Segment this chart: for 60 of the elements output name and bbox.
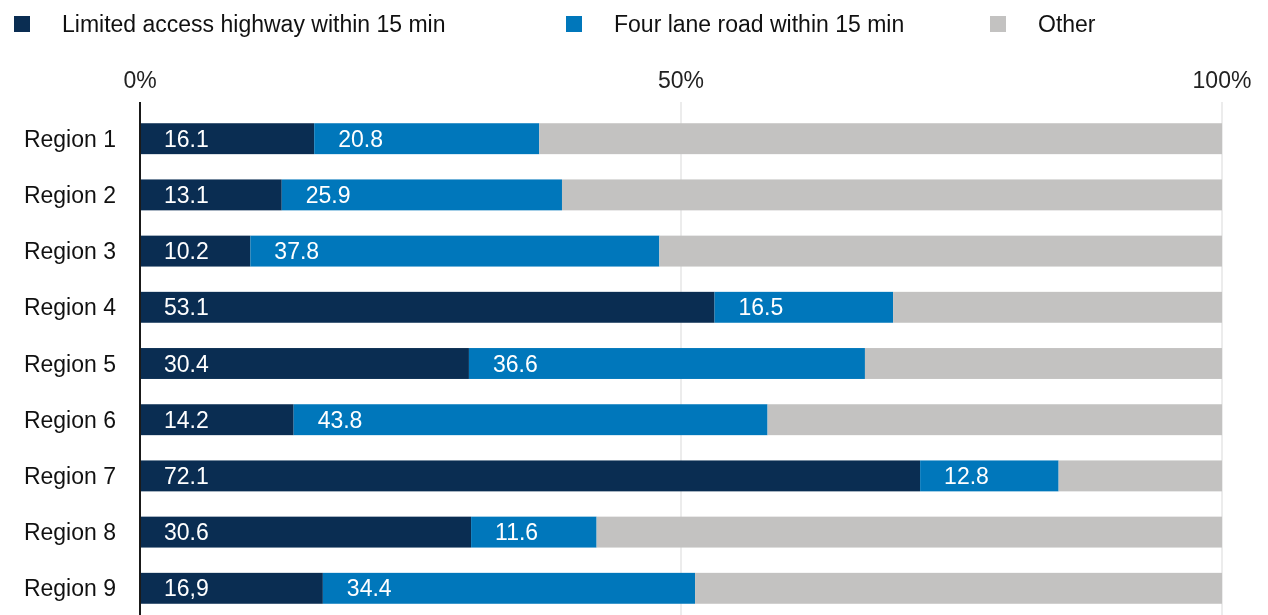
legend-label: Limited access highway within 15 min xyxy=(62,11,446,38)
x-tick-label: 50% xyxy=(657,67,705,93)
bar xyxy=(140,572,323,604)
data-label: 16.1 xyxy=(164,125,209,152)
data-label: 53.1 xyxy=(164,294,209,321)
bar xyxy=(561,179,1222,211)
data-label: 30.4 xyxy=(164,350,209,377)
data-label: 11.6 xyxy=(495,519,539,546)
bar xyxy=(596,516,1222,548)
bar xyxy=(293,404,768,436)
bar xyxy=(140,291,715,323)
data-label: 20.8 xyxy=(338,125,383,152)
bar xyxy=(471,516,597,548)
bar xyxy=(140,516,472,548)
bar xyxy=(695,572,1222,604)
legend-label: Four lane road within 15 min xyxy=(614,11,905,38)
bar xyxy=(864,348,1222,379)
x-tick-label: 0% xyxy=(123,67,157,93)
bar xyxy=(767,404,1222,436)
y-tick-label: Region 2 xyxy=(23,181,116,208)
data-label: 43.8 xyxy=(317,406,363,433)
bar xyxy=(322,572,696,604)
y-tick-label: Region 8 xyxy=(23,519,116,546)
data-label: 14.2 xyxy=(164,406,209,433)
bar xyxy=(140,460,921,492)
bar xyxy=(140,348,469,379)
y-tick-label: Region 1 xyxy=(23,125,116,152)
data-label: 72.1 xyxy=(164,462,209,489)
data-label: 37.8 xyxy=(274,238,320,265)
bar xyxy=(659,235,1222,267)
bar xyxy=(281,179,562,211)
data-label: 36.6 xyxy=(492,350,538,377)
data-label: 30.6 xyxy=(164,519,209,546)
bar xyxy=(140,179,282,211)
data-label: 16,9 xyxy=(164,575,209,602)
bar xyxy=(920,460,1059,492)
legend-label: Other xyxy=(1038,11,1096,38)
data-label: 25.9 xyxy=(305,181,351,208)
data-label: 10.2 xyxy=(164,238,209,265)
y-tick-label: Region 7 xyxy=(23,462,116,489)
bar xyxy=(539,123,1222,155)
bar xyxy=(468,348,865,379)
data-label: 12.8 xyxy=(944,462,989,489)
bar xyxy=(250,235,660,267)
bar xyxy=(714,291,894,323)
bar xyxy=(140,235,251,267)
bar xyxy=(140,404,294,436)
y-tick-label: Region 9 xyxy=(23,575,116,602)
bar xyxy=(140,123,315,155)
y-tick-label: Region 4 xyxy=(23,294,117,321)
bar xyxy=(893,291,1222,323)
y-tick-label: Region 5 xyxy=(23,350,116,377)
bar xyxy=(1058,460,1222,492)
data-label: 13.1 xyxy=(164,181,209,208)
x-tick-label: 100% xyxy=(1192,67,1252,93)
y-tick-label: Region 6 xyxy=(23,406,116,433)
bar xyxy=(314,123,540,155)
data-label: 34.4 xyxy=(346,575,392,602)
data-label: 16.5 xyxy=(738,294,784,321)
y-tick-label: Region 3 xyxy=(23,238,116,265)
